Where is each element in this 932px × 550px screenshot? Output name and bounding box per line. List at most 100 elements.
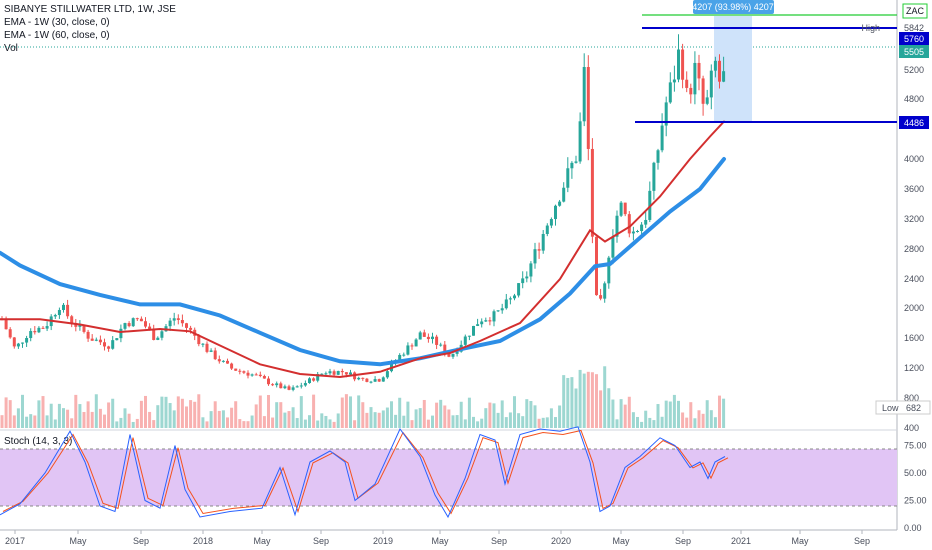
- volume-bar: [631, 412, 635, 428]
- candle: [336, 370, 340, 376]
- time-tick-label: 2018: [193, 536, 213, 546]
- volume-bar: [611, 399, 615, 428]
- price-tick-label: 3600: [904, 184, 924, 194]
- volume-bar: [107, 402, 111, 428]
- volume-bar: [8, 400, 12, 428]
- candle: [369, 380, 373, 384]
- volume-bar: [599, 390, 603, 428]
- candle: [353, 371, 357, 382]
- candle: [431, 332, 434, 344]
- vol-legend[interactable]: Vol: [4, 43, 18, 54]
- volume-bar: [713, 417, 717, 428]
- volume-bar: [439, 399, 443, 428]
- currency-tag[interactable]: [902, 3, 928, 19]
- volume-bar: [287, 411, 291, 428]
- candle: [513, 293, 516, 301]
- volume-bar: [422, 399, 426, 428]
- candle: [664, 96, 668, 137]
- volume-bar: [722, 398, 726, 428]
- volume-bar: [70, 418, 74, 428]
- candle: [156, 336, 160, 341]
- volume-bar: [332, 421, 336, 428]
- volume-bar: [230, 407, 234, 428]
- candle: [230, 362, 234, 371]
- candle: [21, 342, 24, 348]
- candle: [90, 334, 94, 341]
- volume-bar: [709, 410, 713, 428]
- volume-bar: [607, 388, 611, 428]
- time-tick-label: Sep: [854, 536, 870, 546]
- time-tick-label: 2020: [551, 536, 571, 546]
- candle: [275, 381, 279, 388]
- candle: [508, 296, 512, 305]
- candle: [164, 323, 168, 332]
- volume-bar: [201, 417, 205, 428]
- candle: [135, 317, 139, 321]
- volume-bars: [0, 366, 726, 428]
- volume-bar: [533, 405, 537, 428]
- candle: [689, 83, 693, 104]
- volume-bar: [86, 401, 90, 428]
- candle: [467, 335, 471, 341]
- candle: [66, 299, 70, 319]
- candle: [705, 89, 709, 106]
- candle: [529, 261, 533, 283]
- candle: [131, 317, 135, 327]
- volume-bar: [570, 377, 574, 428]
- volume-bar: [172, 410, 176, 428]
- stoch-axis-ticks: 0.00 25.00 50.00 75.00: [904, 441, 927, 534]
- price-tick-label: 2800: [904, 244, 924, 254]
- candle: [713, 56, 717, 78]
- candle: [615, 210, 619, 243]
- candle: [303, 380, 307, 387]
- volume-bar: [504, 417, 508, 428]
- level-4486-tag: [899, 116, 929, 129]
- candle: [685, 71, 689, 93]
- price-tick-label: 1600: [904, 333, 924, 343]
- candle: [144, 317, 147, 329]
- volume-bar: [340, 397, 344, 428]
- candle: [566, 157, 570, 193]
- candle: [607, 255, 611, 289]
- candle: [472, 325, 475, 336]
- stoch-legend[interactable]: Stoch (14, 3, 3): [4, 436, 73, 447]
- stoch-tick-label: 75.00: [904, 441, 927, 451]
- candle: [33, 326, 37, 335]
- volume-bar: [476, 421, 480, 428]
- candle: [94, 337, 98, 342]
- volume-bar: [705, 400, 709, 428]
- candle: [623, 202, 627, 217]
- candle: [152, 324, 156, 341]
- candle: [590, 138, 594, 244]
- last-price-value: 5505: [904, 47, 924, 57]
- candle: [53, 313, 57, 319]
- candle: [262, 374, 266, 379]
- candle: [70, 314, 74, 328]
- volume-bar: [168, 403, 172, 428]
- ema30-legend[interactable]: EMA - 1W (30, close, 0): [4, 17, 110, 28]
- candle: [480, 318, 484, 328]
- volume-bar: [353, 420, 357, 428]
- candle: [541, 230, 545, 254]
- volume-bar: [636, 416, 639, 428]
- ema60-legend[interactable]: EMA - 1W (60, close, 0): [4, 30, 110, 41]
- candle: [533, 242, 537, 269]
- candle: [98, 335, 102, 345]
- candle: [545, 223, 549, 237]
- volume-bar: [303, 419, 307, 428]
- candle: [291, 385, 295, 392]
- candle: [500, 303, 504, 314]
- candle: [418, 330, 422, 340]
- candle: [693, 51, 697, 105]
- volume-bar: [16, 408, 20, 428]
- candle: [656, 148, 660, 170]
- candle: [12, 337, 16, 349]
- volume-bar: [226, 417, 229, 428]
- volume-bar: [455, 415, 459, 428]
- candle: [180, 314, 184, 327]
- candle: [406, 342, 410, 356]
- chart-title: SIBANYE STILLWATER LTD, 1W, JSE: [4, 4, 176, 15]
- volume-bar: [349, 396, 352, 428]
- volume-bar: [677, 400, 680, 428]
